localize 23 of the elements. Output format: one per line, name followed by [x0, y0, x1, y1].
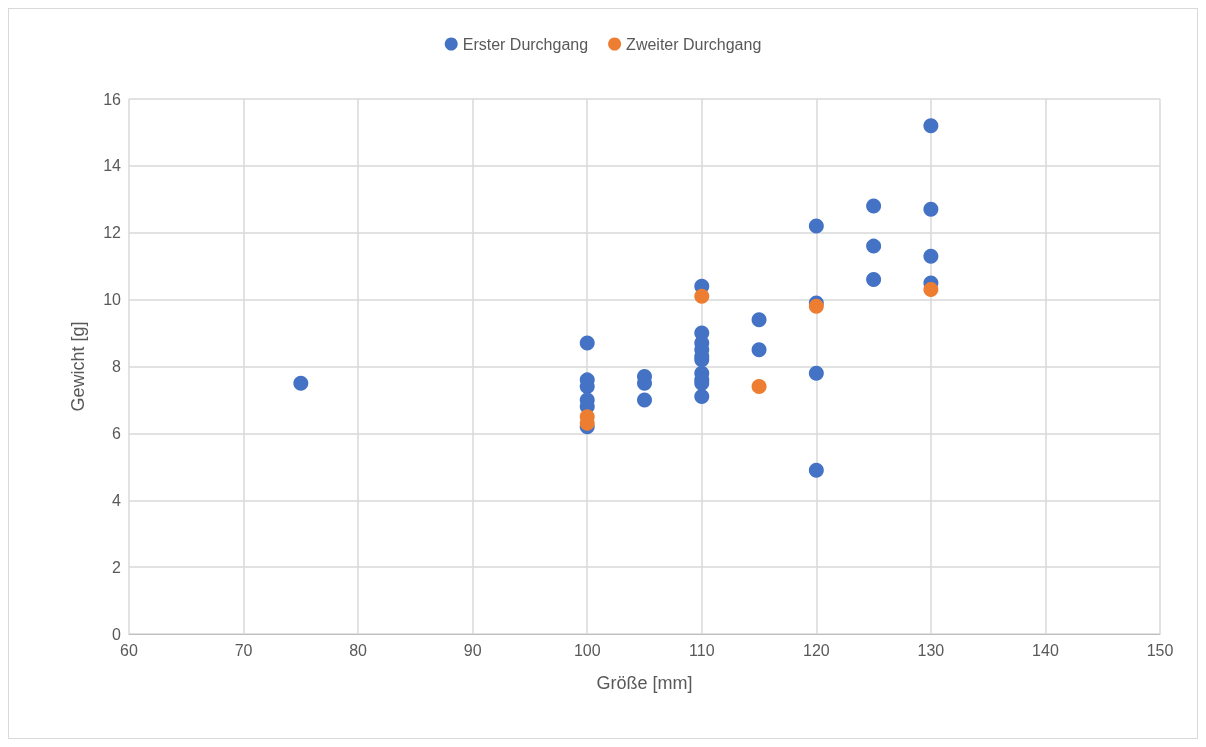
x-axis-title: Größe [mm]	[596, 673, 693, 693]
y-tick-label: 16	[103, 90, 122, 108]
y-tick-label: 2	[112, 558, 122, 576]
y-tick-label: 12	[103, 224, 122, 242]
x-tick-label: 150	[1146, 641, 1174, 659]
y-tick-label: 8	[112, 358, 122, 375]
x-tick-label: 60	[120, 641, 138, 659]
y-tick-label: 10	[103, 291, 122, 309]
legend-label: Erster Durchgang	[462, 35, 589, 53]
y-tick-label: 4	[112, 491, 122, 509]
x-tick-label: 110	[689, 641, 715, 659]
x-tick-label: 80	[349, 641, 368, 659]
y-axis-title: Gewicht [g]	[68, 321, 88, 412]
x-tick-label: 130	[917, 641, 945, 659]
y-tick-label: 0	[112, 625, 122, 643]
y-tick-label: 14	[103, 157, 122, 175]
x-tick-label: 100	[573, 641, 601, 659]
y-tick-label: 6	[112, 424, 122, 442]
x-tick-label: 120	[802, 641, 830, 659]
x-tick-label: 90	[463, 641, 482, 659]
x-tick-label: 140	[1032, 641, 1059, 659]
legend-label: Zweiter Durchgang	[626, 35, 762, 53]
x-tick-label: 70	[234, 641, 253, 659]
